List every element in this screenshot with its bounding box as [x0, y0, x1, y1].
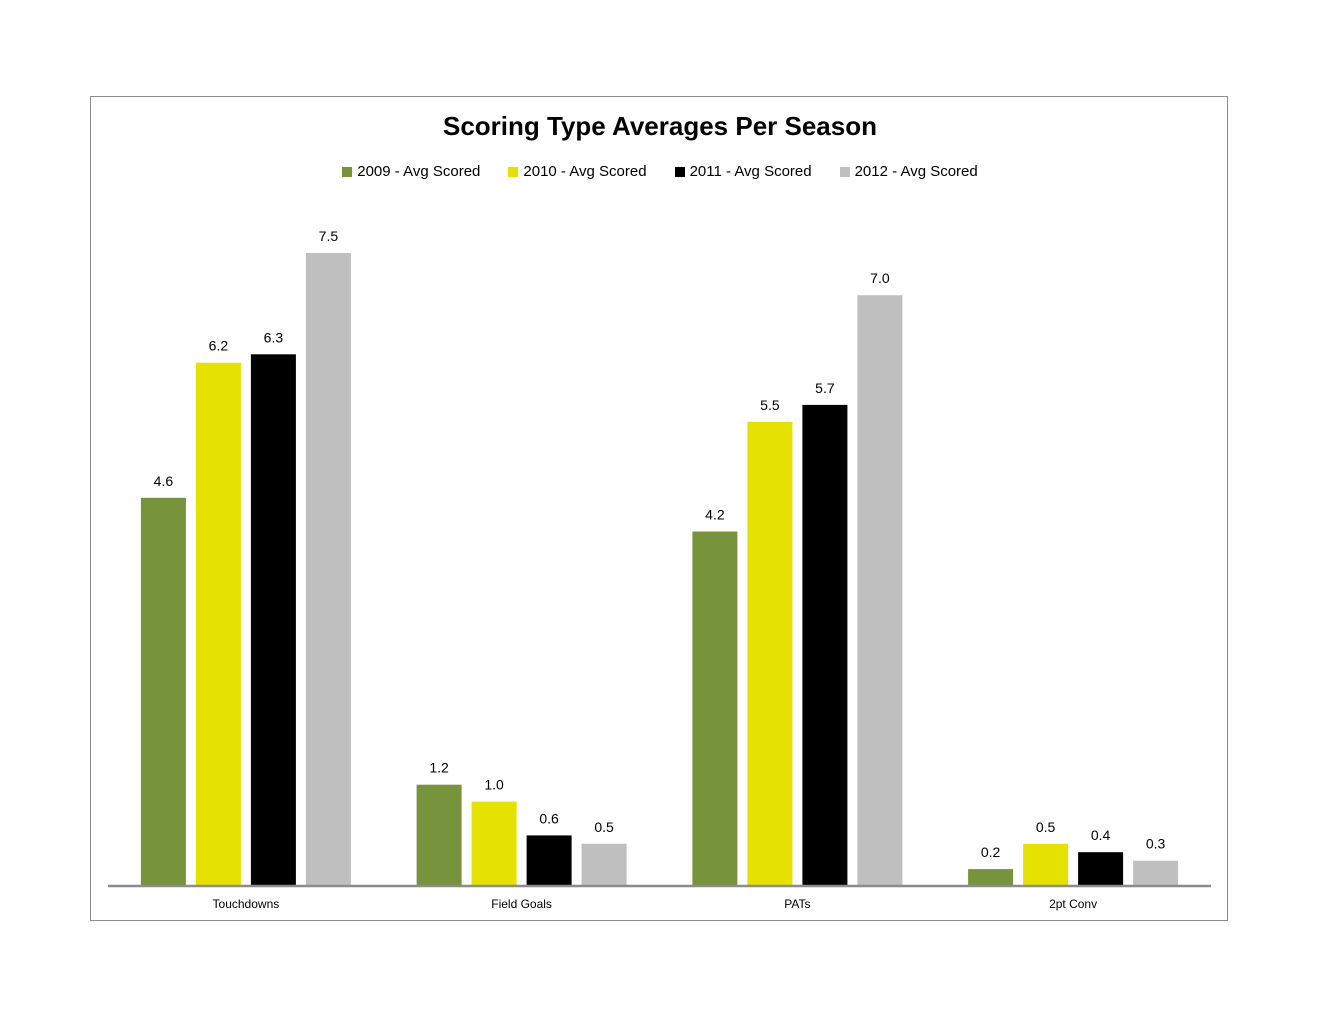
data-label-pats-2011: 5.7 [815, 380, 835, 396]
bar-field-goals-2012 [581, 843, 627, 886]
bar-2pt-conv-2010 [1023, 843, 1069, 886]
legend-item-2012: 2012 - Avg Scored [839, 163, 978, 180]
data-label-2pt-conv-2012: 0.3 [1146, 836, 1166, 852]
category-label-pats: PATs [784, 897, 810, 911]
data-label-touchdowns-2009: 4.6 [154, 473, 174, 489]
chart-title: Scoring Type Averages Per Season [443, 111, 877, 141]
data-label-field-goals-2009: 1.2 [429, 760, 449, 776]
bar-touchdowns-2010 [195, 362, 241, 886]
bar-pats-2011 [802, 404, 848, 886]
bar-field-goals-2009 [416, 784, 462, 886]
bar-field-goals-2010 [471, 801, 517, 886]
data-label-2pt-conv-2011: 0.4 [1091, 827, 1111, 843]
data-label-field-goals-2010: 1.0 [484, 777, 504, 793]
category-label-touchdowns: Touchdowns [213, 897, 280, 911]
legend-swatch-2009 [342, 166, 353, 177]
data-label-2pt-conv-2010: 0.5 [1036, 819, 1056, 835]
data-label-pats-2009: 4.2 [705, 507, 725, 523]
legend-item-2009: 2009 - Avg Scored [342, 163, 480, 180]
bar-touchdowns-2012 [305, 253, 351, 886]
data-label-touchdowns-2010: 6.2 [209, 338, 229, 354]
legend-label-2009: 2009 - Avg Scored [357, 163, 481, 180]
legend-swatch-2011 [674, 166, 685, 177]
bar-pats-2010 [747, 421, 793, 886]
bar-field-goals-2011 [526, 835, 572, 886]
bar-2pt-conv-2012 [1133, 860, 1179, 886]
data-label-2pt-conv-2009: 0.2 [981, 844, 1001, 860]
bar-pats-2012 [857, 295, 903, 886]
legend-item-2011: 2011 - Avg Scored [674, 163, 812, 180]
legend-swatch-2010 [508, 166, 519, 177]
legend-label-2012: 2012 - Avg Scored [854, 163, 978, 180]
data-label-touchdowns-2011: 6.3 [264, 329, 284, 345]
category-label-field-goals: Field Goals [491, 897, 552, 911]
data-label-touchdowns-2012: 7.5 [319, 228, 339, 244]
bar-2pt-conv-2011 [1078, 852, 1124, 886]
data-label-field-goals-2012: 0.5 [594, 819, 614, 835]
legend-item-2010: 2010 - Avg Scored [508, 163, 647, 180]
data-label-pats-2012: 7.0 [870, 270, 890, 286]
legend-swatch-2012 [839, 166, 850, 177]
bar-pats-2009 [692, 531, 738, 886]
bar-touchdowns-2009 [140, 497, 186, 886]
data-label-pats-2010: 5.5 [760, 397, 780, 413]
bar-touchdowns-2011 [250, 354, 296, 886]
legend-label-2011: 2011 - Avg Scored [689, 163, 812, 180]
bar-2pt-conv-2009 [968, 869, 1014, 886]
chart-legend: 2009 - Avg Scored 2010 - Avg Scored 2011… [0, 163, 1320, 180]
legend-label-2010: 2010 - Avg Scored [523, 163, 647, 180]
data-label-field-goals-2011: 0.6 [539, 810, 559, 826]
category-label-2pt-conv: 2pt Conv [1049, 897, 1097, 911]
